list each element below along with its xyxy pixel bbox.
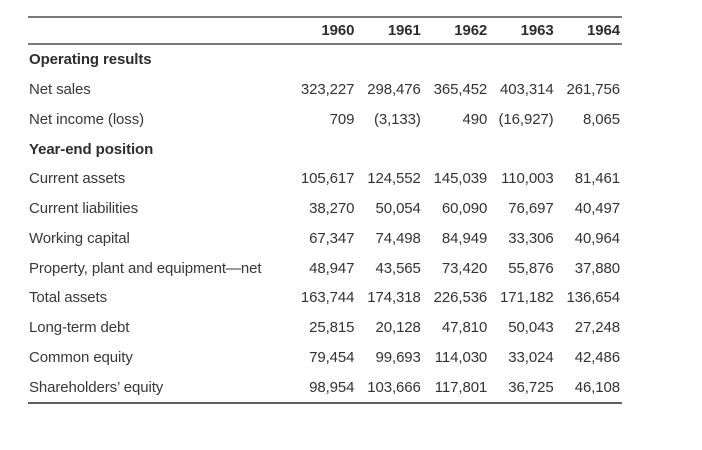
value-cell: 709 bbox=[329, 110, 355, 128]
value-cell: 74,498 bbox=[375, 229, 421, 247]
table-row: Current liabilities 38,270 50,054 60,090… bbox=[28, 194, 622, 224]
row-label: Net income (loss) bbox=[29, 110, 144, 128]
value-cell: 365,452 bbox=[433, 81, 488, 99]
value-cell: 40,497 bbox=[574, 200, 620, 218]
row-label: Shareholders’ equity bbox=[29, 378, 164, 396]
financial-table: 1960 1961 1962 1963 1964 Operating resul… bbox=[28, 16, 622, 404]
row-label: Property, plant and equipment—net bbox=[29, 259, 262, 277]
value-cell: 43,565 bbox=[375, 259, 421, 277]
value-cell: 60,090 bbox=[441, 200, 488, 218]
value-cell: 103,666 bbox=[367, 378, 421, 396]
value-cell: 490 bbox=[462, 110, 488, 128]
table-row: Common equity 79,454 99,693 114,030 33,0… bbox=[28, 343, 622, 373]
year-column-header: 1963 bbox=[489, 17, 556, 45]
value-cell: 27,248 bbox=[574, 319, 620, 337]
value-cell bbox=[423, 134, 489, 164]
value-cell: 145,039 bbox=[433, 170, 488, 188]
value-cell bbox=[356, 134, 422, 164]
value-cell: 76,697 bbox=[508, 200, 554, 218]
value-cell: 226,536 bbox=[433, 289, 488, 307]
financial-table-container: 1960 1961 1962 1963 1964 Operating resul… bbox=[28, 16, 622, 404]
value-cell: 105,617 bbox=[300, 170, 355, 188]
value-cell: 20,128 bbox=[375, 319, 421, 337]
year-column-header: 1962 bbox=[422, 17, 490, 45]
table-header: 1960 1961 1962 1963 1964 bbox=[28, 17, 622, 45]
row-label: Long-term debt bbox=[29, 319, 130, 337]
table-row: Total assets 163,744 174,318 226,536 171… bbox=[28, 283, 622, 313]
row-label: Net sales bbox=[29, 81, 91, 99]
value-cell: 50,054 bbox=[375, 200, 421, 218]
table-row: Shareholders’ equity 98,954 103,666 117,… bbox=[28, 372, 622, 403]
row-label: Total assets bbox=[29, 289, 108, 307]
value-cell: 67,347 bbox=[309, 229, 355, 247]
table-row: Long-term debt 25,815 20,128 47,810 50,0… bbox=[28, 313, 622, 343]
year-header-row: 1960 1961 1962 1963 1964 bbox=[28, 17, 622, 45]
section-header-row: Operating results bbox=[28, 44, 622, 75]
value-cell: 261,756 bbox=[566, 81, 620, 99]
value-cell: 46,108 bbox=[574, 378, 620, 396]
value-cell: 55,876 bbox=[508, 259, 554, 277]
year-column-header: 1960 bbox=[290, 17, 357, 45]
value-cell: 37,880 bbox=[574, 259, 620, 277]
value-cell: (3,133) bbox=[373, 110, 421, 128]
value-cell: 42,486 bbox=[574, 348, 620, 366]
value-cell: (16,927) bbox=[498, 110, 554, 128]
value-cell: 73,420 bbox=[441, 259, 488, 277]
value-cell: 48,947 bbox=[309, 259, 355, 277]
value-cell bbox=[290, 134, 356, 164]
value-cell bbox=[489, 44, 555, 75]
value-cell: 33,024 bbox=[508, 348, 554, 366]
value-cell: 33,306 bbox=[508, 229, 554, 247]
row-label: Current liabilities bbox=[29, 200, 138, 218]
table-body: Operating results Net sales 323,227 298,… bbox=[28, 44, 622, 403]
table-row: Net income (loss) 709 (3,133) 490 (16,92… bbox=[28, 105, 622, 135]
value-cell bbox=[290, 44, 356, 75]
value-cell: 36,725 bbox=[508, 378, 554, 396]
value-cell: 136,654 bbox=[566, 289, 620, 307]
value-cell: 174,318 bbox=[367, 289, 421, 307]
value-cell: 110,003 bbox=[501, 170, 554, 188]
value-cell: 84,949 bbox=[441, 229, 488, 247]
value-cell bbox=[356, 44, 422, 75]
value-cell: 298,476 bbox=[367, 81, 421, 99]
row-label: Common equity bbox=[29, 348, 133, 366]
value-cell: 79,454 bbox=[309, 348, 355, 366]
value-cell: 171,182 bbox=[500, 289, 554, 307]
year-column-header: 1961 bbox=[356, 17, 423, 45]
section-label: Year-end position bbox=[29, 140, 154, 158]
value-cell: 25,815 bbox=[309, 319, 355, 337]
table-row: Net sales 323,227 298,476 365,452 403,31… bbox=[28, 75, 622, 105]
value-cell bbox=[489, 134, 555, 164]
row-label: Working capital bbox=[29, 229, 130, 247]
value-cell: 124,552 bbox=[367, 170, 421, 188]
value-cell: 40,964 bbox=[574, 229, 620, 247]
value-cell: 98,954 bbox=[309, 378, 355, 396]
value-cell bbox=[556, 134, 622, 164]
value-cell: 403,314 bbox=[500, 81, 554, 99]
value-cell: 50,043 bbox=[508, 319, 554, 337]
value-cell: 114,030 bbox=[434, 348, 488, 366]
value-cell: 163,744 bbox=[300, 289, 355, 307]
value-cell bbox=[423, 44, 489, 75]
row-label: Current assets bbox=[29, 170, 126, 188]
corner-cell bbox=[28, 17, 291, 45]
table-row: Current assets 105,617 124,552 145,039 1… bbox=[28, 164, 622, 194]
table-row: Working capital 67,347 74,498 84,949 33,… bbox=[28, 224, 622, 254]
table-row: Property, plant and equipment—net 48,947… bbox=[28, 253, 622, 283]
value-cell: 38,270 bbox=[309, 200, 355, 218]
year-column-header: 1964 bbox=[555, 17, 622, 45]
value-cell bbox=[556, 44, 622, 75]
value-cell: 117,801 bbox=[434, 378, 488, 396]
value-cell: 323,227 bbox=[300, 81, 355, 99]
section-label: Operating results bbox=[29, 51, 152, 69]
section-header-row: Year-end position bbox=[28, 134, 622, 164]
value-cell: 81,461 bbox=[574, 170, 620, 188]
value-cell: 47,810 bbox=[441, 319, 488, 337]
value-cell: 99,693 bbox=[375, 348, 421, 366]
value-cell: 8,065 bbox=[582, 110, 620, 128]
